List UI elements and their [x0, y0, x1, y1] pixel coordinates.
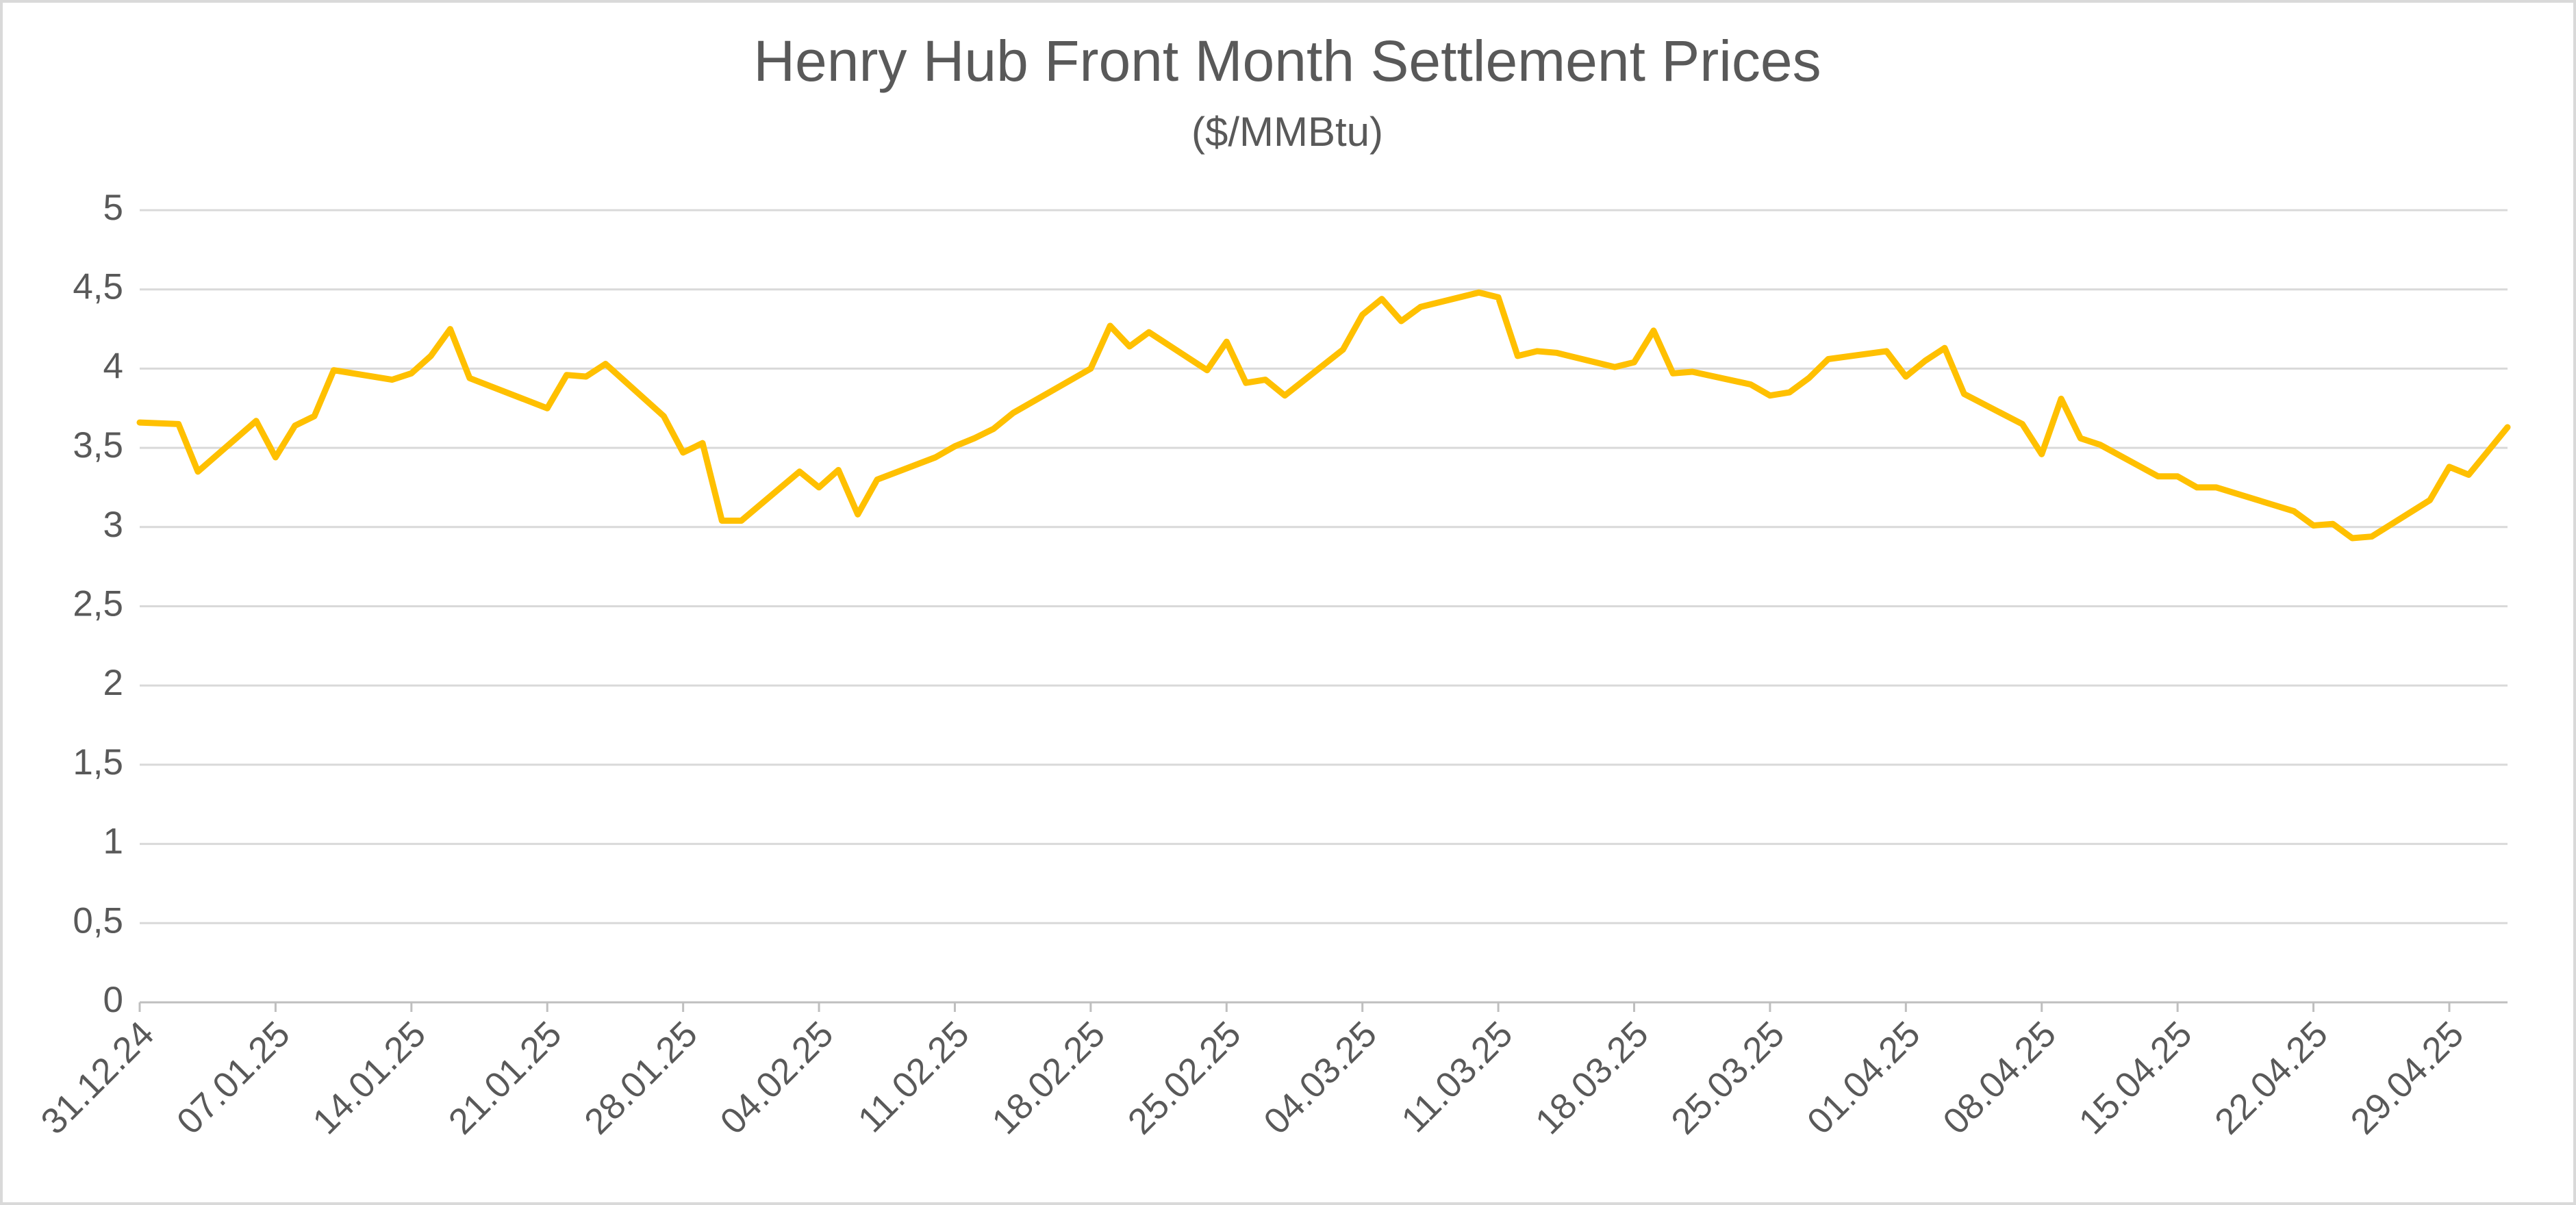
y-tick-label: 2,5 [73, 584, 123, 624]
y-tick-label: 1,5 [73, 742, 123, 783]
y-tick-label: 3,5 [73, 425, 123, 466]
y-tick-label: 2 [103, 663, 123, 703]
y-tick-label: 1 [103, 822, 123, 862]
y-tick-label: 4 [103, 346, 123, 386]
y-tick-label: 3 [103, 505, 123, 545]
y-tick-label: 0 [103, 980, 123, 1020]
price-line [136, 289, 2511, 542]
y-tick-label: 5 [103, 188, 123, 228]
y-tick-label: 0,5 [73, 900, 123, 941]
y-tick-label: 4,5 [73, 267, 123, 307]
chart-subtitle: ($/MMBtu) [1191, 109, 1383, 155]
chart-title: Henry Hub Front Month Settlement Prices [753, 29, 1821, 93]
